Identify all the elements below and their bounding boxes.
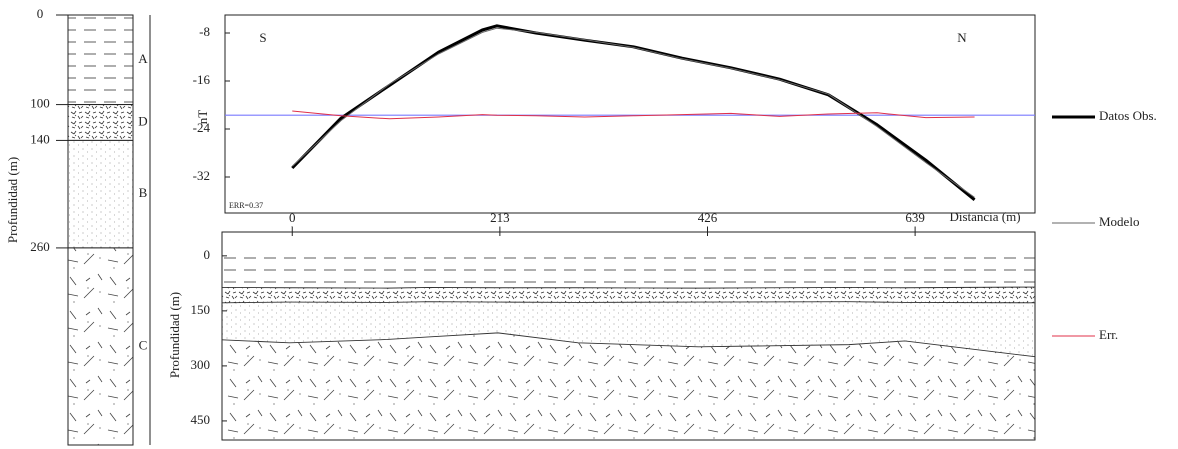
- layer-label: A: [138, 51, 148, 66]
- x-tick-label: 639: [905, 210, 925, 225]
- y-tick-label: 260: [30, 239, 50, 254]
- y-tick-label: -24: [193, 120, 211, 135]
- layer-label: C: [139, 337, 148, 352]
- y-axis-label: Profundidad (m): [5, 157, 20, 243]
- layer: [67, 247, 134, 446]
- x-tick-label: 0: [289, 210, 296, 225]
- data-line: [291, 27, 975, 198]
- data-line: [292, 110, 975, 120]
- layer-label: D: [138, 113, 147, 128]
- y-tick-label: -16: [193, 72, 211, 87]
- layer: [67, 139, 134, 249]
- x-tick-label: 213: [490, 210, 510, 225]
- layer-boundary: [221, 286, 1036, 289]
- layer: [67, 104, 134, 141]
- annotation: ERR=0.37: [229, 201, 263, 210]
- y-tick-label: 100: [30, 96, 50, 111]
- y-tick-label: 140: [30, 131, 50, 146]
- y-tick-label: 150: [191, 302, 211, 317]
- plot-frame: [221, 231, 1036, 441]
- legend-label: Modelo: [1099, 214, 1139, 229]
- y-tick-label: -32: [193, 168, 210, 183]
- legend-label: Datos Obs.: [1099, 108, 1157, 123]
- layer: [222, 301, 1035, 357]
- layer: [222, 332, 1035, 440]
- y-tick-label: 300: [191, 357, 211, 372]
- plot-frame: [224, 14, 1036, 214]
- x-tick-label: 426: [698, 210, 718, 225]
- y-axis-label: Profundidad (m): [167, 292, 182, 378]
- layer-label: B: [139, 185, 148, 200]
- x-axis-label: Distancia (m): [949, 209, 1020, 224]
- y-tick-label: 0: [37, 6, 44, 21]
- layer-boundary: [221, 301, 1036, 304]
- side-label: S: [259, 30, 266, 45]
- y-axis-label: nT: [195, 110, 210, 125]
- layer-boundary: [221, 332, 1036, 358]
- y-tick-label: 0: [204, 247, 211, 262]
- layer: [222, 287, 1035, 303]
- layer: [67, 14, 134, 106]
- layer: [222, 255, 1035, 289]
- side-label: N: [957, 30, 967, 45]
- y-tick-label: 450: [191, 412, 211, 427]
- legend-label: Err.: [1099, 327, 1118, 342]
- y-tick-label: -8: [199, 24, 210, 39]
